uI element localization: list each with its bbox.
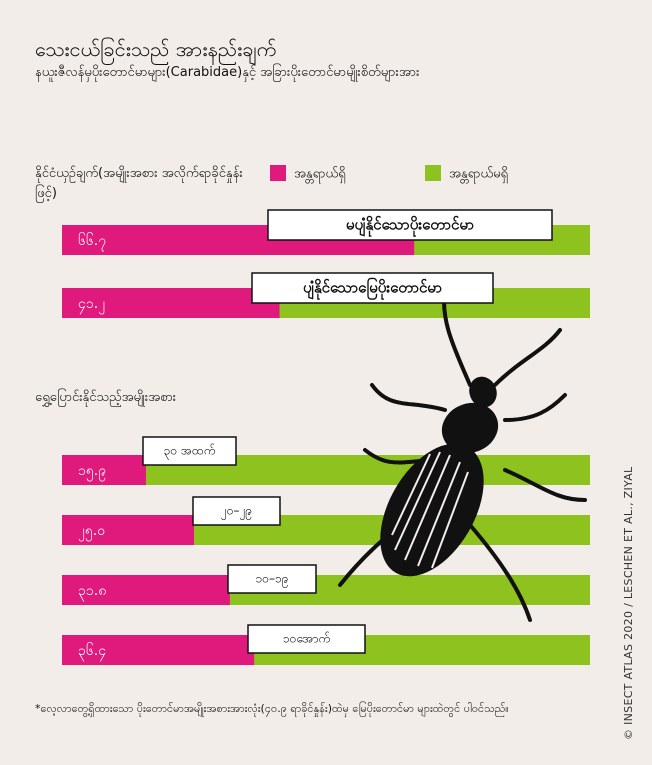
value-label: ၃၁.၈: [78, 583, 106, 601]
title: သေးငယ်ခြင်းသည် အားနည်းချက်: [35, 37, 277, 61]
bar: [62, 455, 146, 485]
value-label: ၄၁.၂: [78, 296, 105, 314]
category-label: ၂၀–၂၉: [221, 504, 252, 521]
category-label: ၃၀ အထက်: [164, 443, 216, 461]
footnote: *လေ့လာတွေ့ရှိထားသော ပိုးတောင်မာအမျိုးအစာ…: [35, 702, 509, 715]
category-box: [192, 496, 281, 526]
category-box: [142, 436, 237, 466]
category-box: [251, 272, 494, 304]
group-title: နိုင်ငံယှဉ်ချက်(အမျိုးအစား အလိုက်ရာခိုင်…: [35, 166, 243, 201]
beetle-illustration: [338, 288, 587, 622]
category-box: [267, 209, 553, 241]
legend-swatch: [270, 165, 286, 181]
value-label: ၁၅.၉: [78, 463, 106, 481]
bar: [62, 575, 230, 605]
value-label: ၂၅.၀: [78, 523, 105, 541]
value-label: ၃၆.၄: [78, 643, 106, 661]
bar: [62, 515, 194, 545]
bar: [62, 635, 255, 665]
category-label: ၁၀–၁၉: [256, 572, 289, 589]
bar: [62, 288, 280, 318]
legend-swatch: [425, 165, 441, 181]
category-label: မပျံနိုင်သောပိုးတောင်မာ: [346, 215, 474, 238]
group-title: ရွှေ့ပြောင်းနိုင်သည့်အမျိုးအစား: [35, 390, 177, 405]
category-box: [227, 564, 317, 594]
value-label: ၆၆.၇: [78, 233, 106, 251]
subtitle: နယူးဇီလန်မှပိုးတောင်မာများ(Carabidae)နှင…: [35, 65, 420, 80]
legend-label: အန္တရာယ်မရှိ: [449, 166, 508, 184]
category-box: [247, 624, 366, 654]
legend-label: အန္တရာယ်ရှိ: [294, 166, 346, 184]
category-label: ၁၀အောက်: [283, 631, 330, 646]
